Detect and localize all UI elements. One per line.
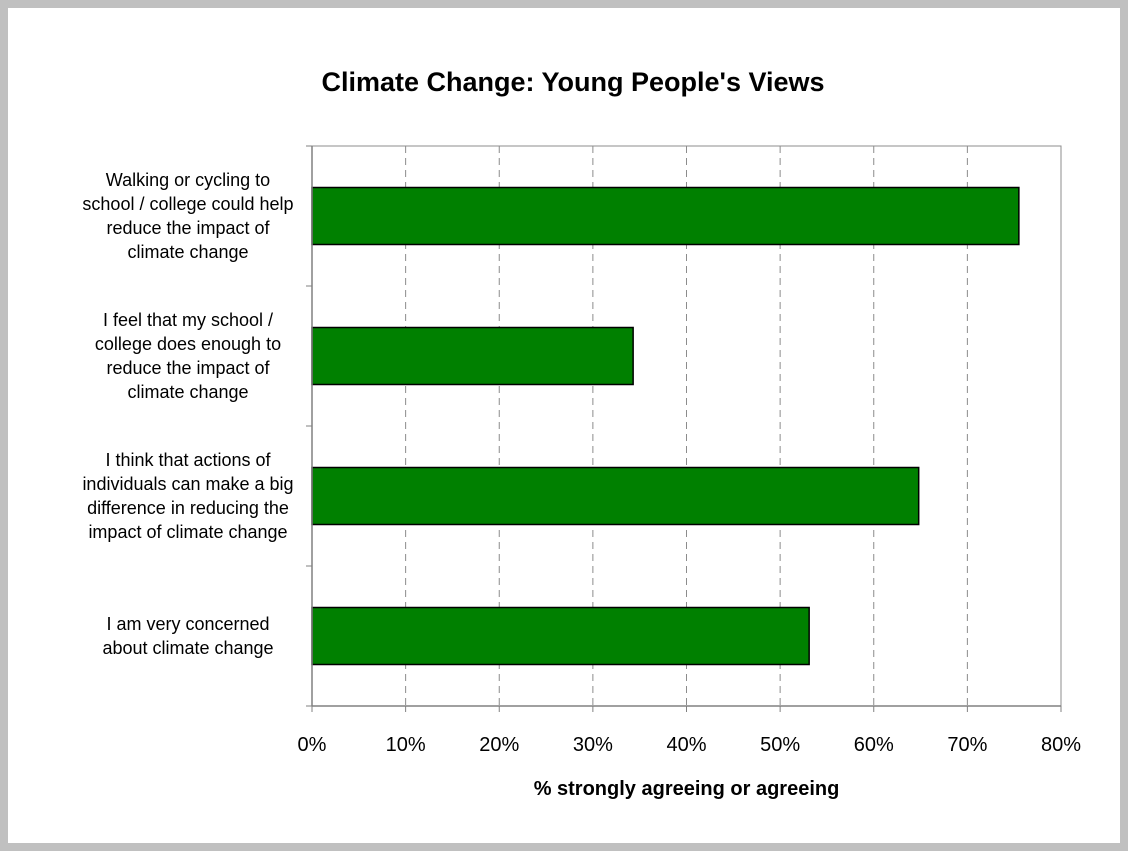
- x-tick-label: 20%: [479, 734, 519, 756]
- category-label-line: college does enough to: [95, 334, 281, 354]
- x-tick-label: 40%: [666, 734, 706, 756]
- bar-chart: Climate Change: Young People's Views 0% 1…: [82, 67, 1082, 800]
- category-label-line: difference in reducing the: [87, 498, 289, 518]
- axes: [306, 145, 1062, 712]
- category-label-line: impact of climate change: [88, 522, 287, 542]
- bar: [311, 186, 1020, 246]
- bar: [311, 606, 810, 666]
- category-labels: Walking or cycling to school / college co…: [82, 170, 293, 658]
- category-label-line: I am very concerned: [106, 614, 269, 634]
- category-label: I feel that my school / college does enou…: [95, 310, 281, 402]
- category-label: I think that actions of individuals can m…: [82, 450, 293, 542]
- category-label-line: reduce the impact of: [106, 358, 270, 378]
- category-label-line: climate change: [127, 242, 248, 262]
- chart-frame: Climate Change: Young People's Views 0% 1…: [8, 8, 1120, 843]
- category-label: I am very concerned about climate change: [102, 614, 273, 658]
- category-label-line: about climate change: [102, 638, 273, 658]
- category-label-line: school / college could help: [82, 194, 293, 214]
- bar: [311, 466, 920, 526]
- x-axis-label: % strongly agreeing or agreeing: [534, 778, 840, 800]
- x-tick-label: 70%: [947, 734, 987, 756]
- category-label-line: I think that actions of: [105, 450, 271, 470]
- bars: [311, 186, 1020, 666]
- category-label-line: Walking or cycling to: [106, 170, 270, 190]
- x-tick-label: 80%: [1041, 734, 1081, 756]
- category-label-line: I feel that my school /: [103, 310, 273, 330]
- x-tick-label: 30%: [573, 734, 613, 756]
- x-tick-label: 0%: [298, 734, 327, 756]
- x-tick-labels: 0% 10% 20% 30% 40% 50% 60% 70% 80%: [298, 734, 1082, 756]
- chart-title: Climate Change: Young People's Views: [321, 67, 824, 97]
- x-tick-label: 50%: [760, 734, 800, 756]
- category-label: Walking or cycling to school / college co…: [82, 170, 293, 262]
- category-label-line: reduce the impact of: [106, 218, 270, 238]
- x-tick-label: 10%: [386, 734, 426, 756]
- x-tick-label: 60%: [854, 734, 894, 756]
- category-label-line: climate change: [127, 382, 248, 402]
- category-label-line: individuals can make a big: [82, 474, 293, 494]
- bar: [311, 326, 634, 386]
